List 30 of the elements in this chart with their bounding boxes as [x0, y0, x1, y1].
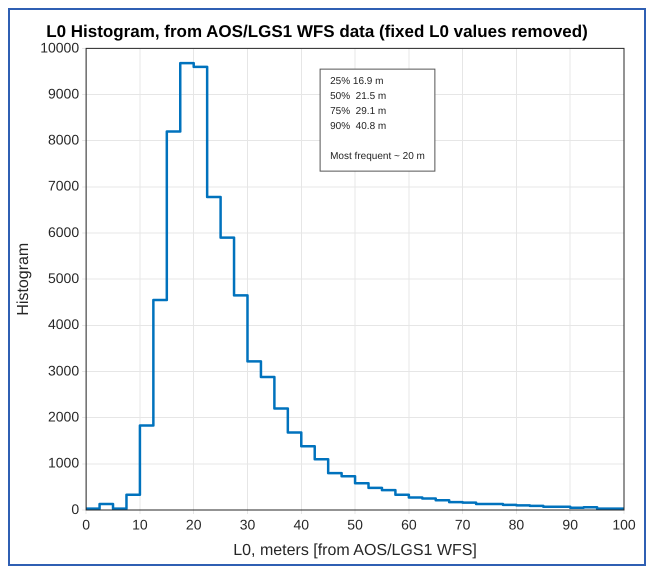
x-tick-label: 80 — [508, 516, 524, 532]
x-tick-label: 50 — [347, 516, 364, 532]
chart-title: L0 Histogram, from AOS/LGS1 WFS data (fixed L0 values removed) — [46, 22, 588, 41]
x-tick-label: 70 — [454, 516, 471, 532]
annotation: 75% 29.1 m — [330, 106, 386, 117]
y-tick-label: 5000 — [48, 270, 80, 286]
x-axis-title: L0, meters [from AOS/LGS1 WFS] — [233, 542, 477, 559]
y-tick-label: 2000 — [48, 408, 80, 425]
x-tick-label: 10 — [132, 516, 148, 532]
y-tick-label: 4000 — [48, 316, 80, 332]
y-axis-title: Histogram — [15, 242, 32, 316]
x-tick-label: 100 — [612, 516, 636, 532]
annotation: 50% 21.5 m — [330, 90, 386, 102]
y-tick-label: 9000 — [48, 85, 80, 102]
annotation: Most frequent ~ 20 m — [330, 150, 425, 162]
annotation: 25% 16.9 m — [330, 76, 384, 87]
x-tick-label: 20 — [186, 516, 202, 532]
x-tick-label: 60 — [401, 516, 417, 532]
x-tick-label: 90 — [562, 516, 578, 532]
y-tick-label: 10000 — [40, 39, 80, 56]
y-tick-label: 6000 — [48, 224, 80, 240]
y-tick-label: 7000 — [48, 178, 80, 194]
y-tick-label: 0 — [71, 500, 80, 517]
annotation: 90% 40.8 m — [330, 120, 386, 132]
x-tick-label: 0 — [82, 516, 90, 532]
y-tick-label: 8000 — [48, 132, 80, 148]
y-tick-label: 3000 — [48, 362, 80, 378]
x-tick-label: 40 — [293, 516, 310, 532]
y-tick-label: 1000 — [48, 454, 80, 471]
x-tick-label: 30 — [240, 516, 256, 532]
